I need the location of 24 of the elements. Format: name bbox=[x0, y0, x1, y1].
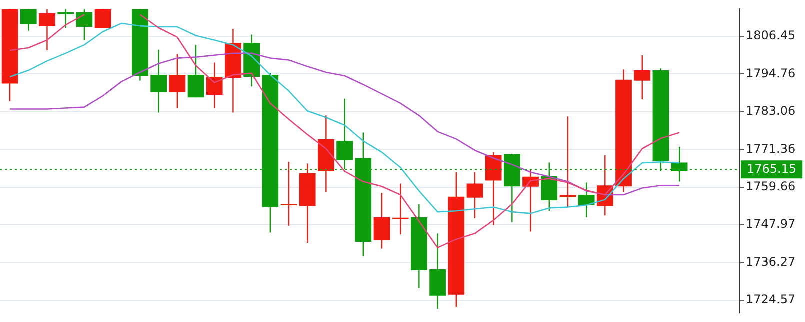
y-tick-label: 1759.66 bbox=[746, 179, 796, 194]
candlestick bbox=[20, 9, 37, 32]
candlestick bbox=[634, 54, 651, 100]
y-tick-label: 1806.45 bbox=[746, 28, 796, 43]
candlestick bbox=[188, 44, 204, 98]
candlestick bbox=[58, 9, 74, 29]
y-tick-label: 1736.27 bbox=[746, 254, 796, 269]
candlestick bbox=[374, 192, 390, 250]
candlestick bbox=[76, 9, 93, 41]
y-tick-label: 1794.76 bbox=[746, 66, 796, 80]
candlestick bbox=[150, 49, 168, 114]
candlestick bbox=[466, 172, 484, 220]
ref-line-label: 1765.15 bbox=[747, 162, 797, 176]
candlestick bbox=[578, 182, 595, 218]
candlestick bbox=[206, 62, 223, 109]
candlestick bbox=[94, 9, 112, 29]
candlestick bbox=[39, 9, 56, 52]
y-tick-label: 1783.06 bbox=[746, 104, 796, 118]
y-tick-label: 1771.36 bbox=[746, 142, 796, 156]
candlestick bbox=[392, 183, 409, 236]
y-tick-label: 1724.57 bbox=[746, 292, 796, 307]
candlestick bbox=[169, 54, 186, 109]
candlestick bbox=[280, 161, 298, 227]
y-tick-label: 1747.97 bbox=[746, 217, 796, 232]
